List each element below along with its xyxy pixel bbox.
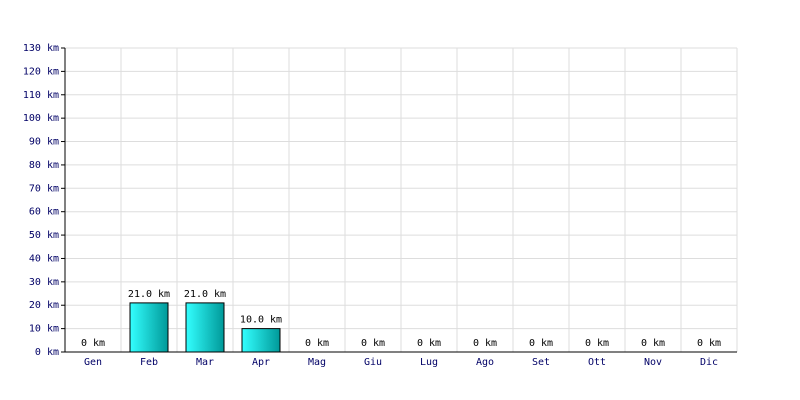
x-tick-label: Nov [644, 357, 662, 368]
value-label: 0 km [697, 338, 721, 349]
value-label: 0 km [473, 338, 497, 349]
y-tick-label: 10 km [29, 324, 59, 335]
y-tick-label: 30 km [29, 277, 59, 288]
x-tick-label: Ott [588, 357, 606, 368]
value-label: 0 km [305, 338, 329, 349]
x-tick-label: Feb [140, 357, 158, 368]
value-label: 0 km [361, 338, 385, 349]
y-tick-label: 70 km [29, 183, 59, 194]
value-label: 0 km [641, 338, 665, 349]
x-tick-label: Mag [308, 357, 326, 368]
y-tick-label: 90 km [29, 137, 59, 148]
x-tick-label: Mar [196, 357, 214, 368]
x-tick-label: Ago [476, 357, 494, 368]
x-tick-label: Set [532, 357, 550, 368]
y-tick-label: 130 km [23, 43, 59, 54]
bar [185, 302, 225, 353]
y-tick-label: 0 km [35, 347, 59, 358]
x-tick-label: Dic [700, 357, 718, 368]
x-tick-label: Lug [420, 357, 438, 368]
bar [241, 328, 281, 353]
value-label: 21.0 km [128, 289, 170, 300]
y-tick-label: 40 km [29, 253, 59, 264]
value-label: 0 km [417, 338, 441, 349]
y-tick-label: 20 km [29, 300, 59, 311]
value-label: 0 km [529, 338, 553, 349]
y-tick-label: 50 km [29, 230, 59, 241]
bar [129, 302, 169, 353]
y-tick-label: 120 km [23, 66, 59, 77]
y-tick-label: 80 km [29, 160, 59, 171]
x-tick-label: Gen [84, 357, 102, 368]
value-label: 10.0 km [240, 315, 282, 326]
y-tick-label: 100 km [23, 113, 59, 124]
value-label: 21.0 km [184, 289, 226, 300]
y-tick-label: 60 km [29, 207, 59, 218]
x-tick-label: Apr [252, 357, 270, 368]
value-label: 0 km [585, 338, 609, 349]
y-tick-label: 110 km [23, 90, 59, 101]
value-label: 0 km [81, 338, 105, 349]
x-tick-label: Giu [364, 357, 382, 368]
